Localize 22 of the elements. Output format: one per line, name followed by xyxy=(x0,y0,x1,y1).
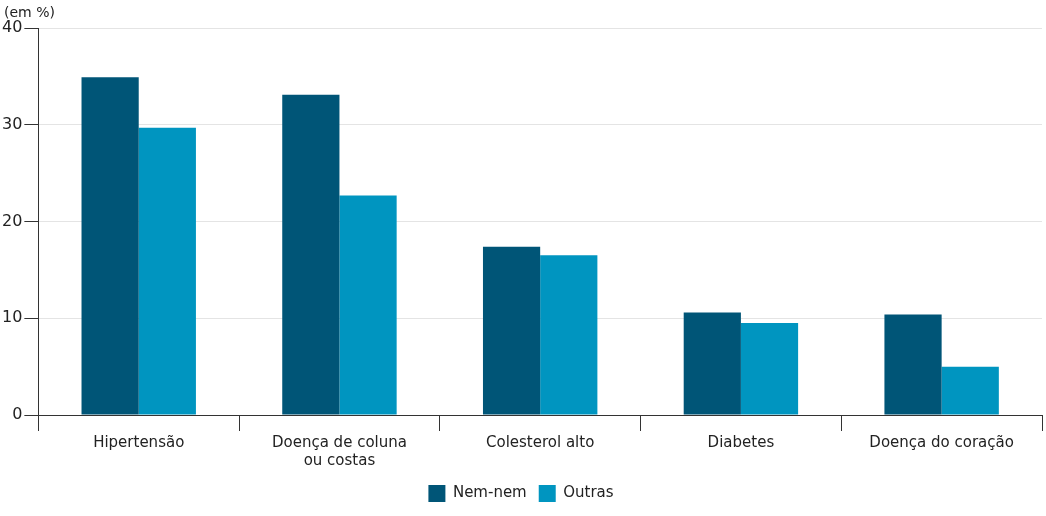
legend-label: Outras xyxy=(563,483,614,502)
x-tick-label: Doença do coração xyxy=(869,432,1014,451)
x-tick-label: Colesterol alto xyxy=(486,432,595,451)
y-tick-label: 0 xyxy=(12,404,23,424)
bar xyxy=(339,195,397,415)
bar xyxy=(683,312,741,415)
x-tick-label: Hipertensão xyxy=(93,432,185,451)
bar xyxy=(81,77,139,415)
x-tick-label: Diabetes xyxy=(707,432,775,451)
y-tick-label: 10 xyxy=(2,307,23,327)
bar xyxy=(884,314,942,415)
legend-label: Nem-nem xyxy=(452,483,527,502)
bar xyxy=(138,127,196,415)
bar xyxy=(941,366,999,415)
y-tick-label: 30 xyxy=(2,113,23,133)
y-tick-label: 20 xyxy=(2,210,23,230)
x-tick-label: Doença de coluna ou costas xyxy=(271,432,407,469)
bar xyxy=(282,94,340,415)
bar xyxy=(740,323,799,415)
bar xyxy=(540,255,598,415)
bar xyxy=(482,246,541,415)
y-axis-title: (em %) xyxy=(4,3,55,20)
